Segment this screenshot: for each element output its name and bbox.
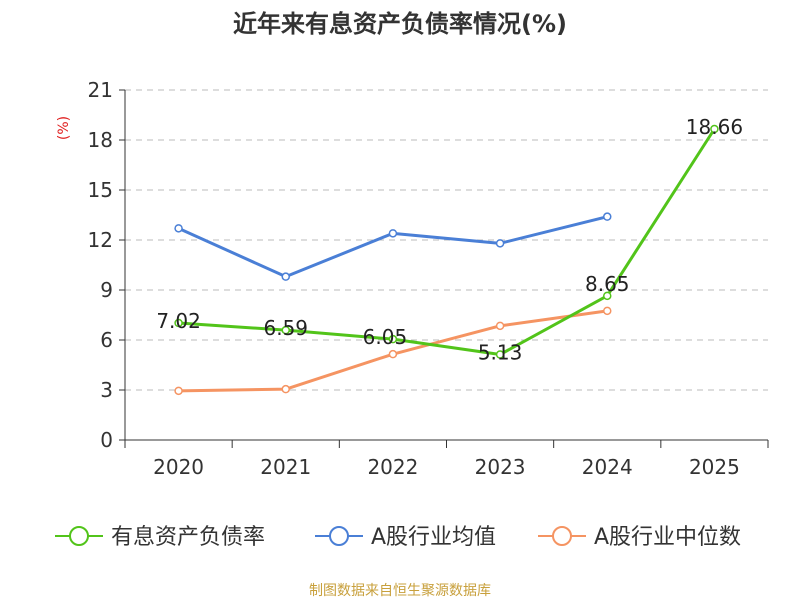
data-point bbox=[603, 291, 612, 301]
data-label: 5.13 bbox=[478, 341, 523, 365]
data-point bbox=[388, 349, 398, 359]
y-tick-label: 3 bbox=[100, 378, 113, 402]
data-label: 6.05 bbox=[363, 325, 408, 349]
x-tick-label: 2022 bbox=[367, 455, 418, 479]
legend-label: 有息资产负债率 bbox=[111, 525, 265, 550]
data-point bbox=[174, 318, 183, 328]
data-point bbox=[174, 386, 183, 396]
legend-label: A股行业均值 bbox=[371, 525, 496, 550]
legend-marker bbox=[552, 526, 572, 546]
series-line-1 bbox=[177, 215, 608, 279]
data-point bbox=[603, 212, 612, 221]
data-label: 8.65 bbox=[585, 272, 630, 296]
x-tick-label: 2020 bbox=[153, 455, 204, 479]
data-point bbox=[388, 229, 398, 238]
y-tick-label: 21 bbox=[88, 78, 113, 102]
legend-marker bbox=[69, 526, 89, 546]
data-point bbox=[495, 239, 505, 248]
data-point bbox=[495, 321, 505, 331]
x-tick-label: 2025 bbox=[689, 455, 740, 479]
data-point bbox=[388, 334, 398, 344]
data-label: 6.59 bbox=[263, 316, 308, 340]
x-tick-label: 2023 bbox=[475, 455, 526, 479]
y-tick-label: 0 bbox=[100, 428, 113, 452]
y-axis-label: (%) bbox=[56, 116, 72, 140]
y-tick-label: 9 bbox=[100, 278, 113, 302]
chart-title: 近年来有息资产负债率情况(%) bbox=[233, 10, 567, 38]
legend: 有息资产负债率 A股行业均值 A股行业中位数 bbox=[55, 525, 741, 550]
axes: 0 3 6 9 12 15 18 21 (%) 2020 2021 2022 2023 2024 2025 bbox=[56, 78, 769, 479]
y-tick-label: 12 bbox=[88, 228, 113, 252]
y-tick-label: 15 bbox=[88, 178, 113, 202]
data-point bbox=[174, 224, 183, 233]
data-label: 7.02 bbox=[156, 309, 201, 333]
x-tick-label: 2021 bbox=[260, 455, 311, 479]
data-point bbox=[281, 384, 290, 394]
source-note: 制图数据来自恒生聚源数据库 bbox=[309, 583, 491, 599]
y-tick-label: 18 bbox=[88, 128, 113, 152]
data-point bbox=[281, 272, 290, 281]
x-tick-label: 2024 bbox=[582, 455, 633, 479]
data-point bbox=[603, 306, 612, 316]
data-label: 18.66 bbox=[686, 115, 743, 139]
series-lines bbox=[174, 124, 719, 396]
y-tick-label: 6 bbox=[100, 328, 113, 352]
grid-lines bbox=[125, 89, 768, 391]
series-line-0 bbox=[178, 128, 716, 356]
legend-marker bbox=[329, 526, 349, 546]
data-labels: 7.02 6.59 6.05 5.13 8.65 18.66 bbox=[156, 115, 743, 365]
data-point bbox=[710, 124, 719, 134]
data-point bbox=[495, 350, 505, 359]
legend-label: A股行业中位数 bbox=[594, 525, 741, 550]
data-point bbox=[281, 325, 290, 335]
